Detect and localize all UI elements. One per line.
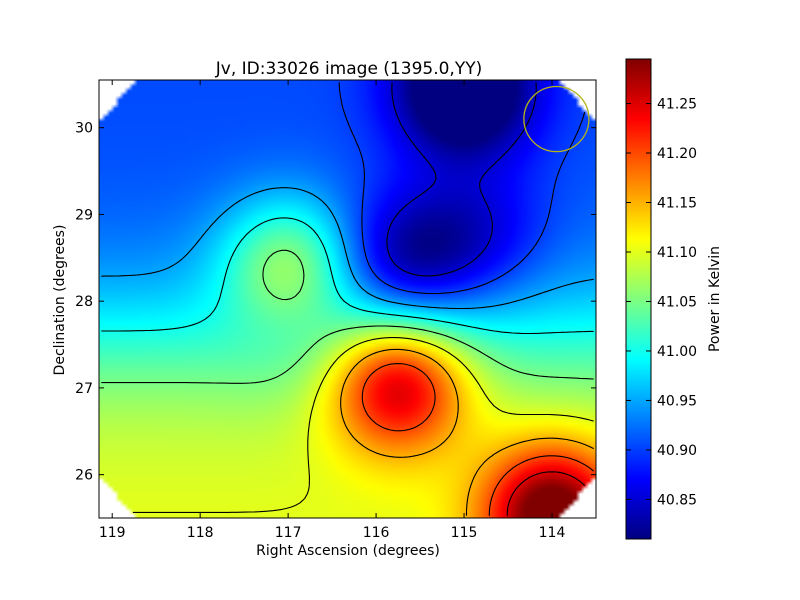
- x-axis-label: Right Ascension (degrees): [256, 543, 440, 559]
- colorbar-tick-label: 41.20: [657, 146, 697, 162]
- colorbar-tick-label: 40.90: [657, 443, 697, 459]
- contour-line: [101, 187, 594, 310]
- colorbar-tick-label: 40.95: [657, 393, 697, 409]
- x-tick-label: 116: [363, 525, 390, 541]
- contour-line: [340, 348, 594, 516]
- colorbar-tick-label: 41.05: [657, 294, 697, 310]
- contour-line: [338, 82, 586, 295]
- colorbar-label: Power in Kelvin: [707, 246, 723, 352]
- colorbar-tick-label: 41.25: [657, 97, 697, 113]
- colorbar-tick-label: 41.10: [657, 245, 697, 261]
- y-axis-label: Declination (degrees): [52, 225, 68, 376]
- x-tick-label: 114: [539, 525, 566, 541]
- colorbar-tick-label: 41.15: [657, 196, 697, 212]
- y-tick-label: 30: [75, 121, 93, 137]
- x-axis: 119 118 117 116 115 114: [99, 80, 566, 541]
- contour-line: [506, 471, 586, 516]
- contour-line: [132, 337, 594, 513]
- beam-circle: [523, 85, 590, 153]
- contour-line: [361, 363, 595, 516]
- colorbar-gradient: [625, 58, 652, 540]
- y-tick-label: 29: [75, 207, 93, 223]
- chart-title: Jv, ID:33026 image (1395.0,YY): [215, 59, 482, 79]
- y-axis: 26 27 28 29 30: [75, 121, 596, 484]
- plot-area: [99, 80, 596, 518]
- x-tick-label: 115: [451, 525, 478, 541]
- contour-line: [386, 82, 537, 277]
- y-tick-label: 27: [75, 381, 93, 397]
- contour-lines: [101, 82, 595, 516]
- colorbar: 40.85 40.90 40.95 41.00 41.05 41.10 41.15 41.20…: [625, 58, 723, 540]
- heatmap-image: [99, 80, 596, 518]
- y-tick-label: 26: [75, 468, 93, 484]
- colorbar-ticks: 40.85 40.90 40.95 41.00 41.05 41.10 41.15 41.20…: [626, 97, 697, 508]
- colorbar-tick-label: 40.85: [657, 492, 697, 508]
- x-tick-label: 119: [99, 525, 126, 541]
- x-tick-label: 118: [187, 525, 214, 541]
- plot-frame: [98, 79, 597, 519]
- contour-line: [101, 217, 594, 335]
- x-tick-label: 117: [275, 525, 302, 541]
- y-tick-label: 28: [75, 294, 93, 310]
- contour-line: [101, 249, 594, 384]
- colorbar-tick-label: 41.00: [657, 344, 697, 360]
